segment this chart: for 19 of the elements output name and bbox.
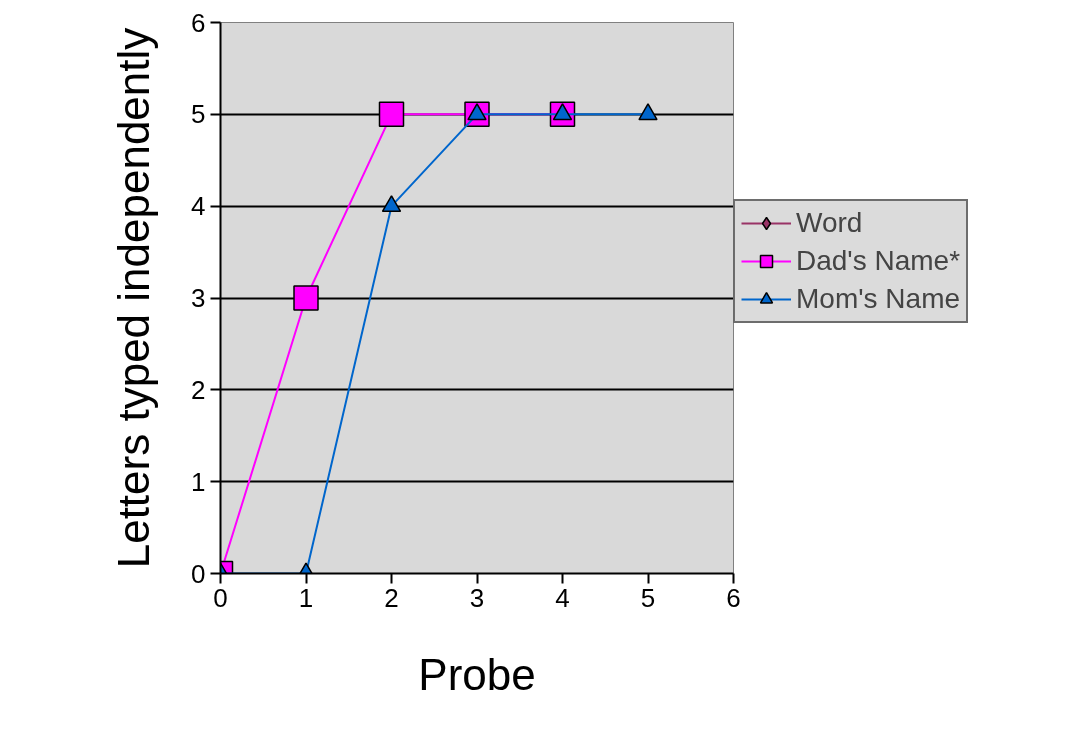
x-tick-label: 2 [384, 582, 399, 613]
y-tick-label: 5 [191, 99, 206, 130]
legend-label: Word [796, 207, 863, 239]
y-tick-label: 2 [191, 374, 206, 405]
x-tick-label: 3 [469, 582, 485, 613]
x-tick-label: 5 [640, 582, 656, 613]
y-tick-label: 3 [191, 283, 206, 313]
y-tick-label: 0 [191, 558, 206, 589]
x-tick-label: 6 [726, 582, 741, 613]
y-tick-label: 4 [191, 191, 206, 222]
y-tick-label: 6 [191, 7, 206, 38]
x-tick-label: 0 [213, 582, 228, 613]
legend-label: Mom's Name [796, 283, 961, 315]
x-tick-label: 1 [298, 582, 314, 613]
x-tick-label: 4 [555, 582, 570, 613]
y-axis-title: Letters typed independently [109, 27, 159, 569]
legend-label: Dad's Name* [796, 245, 961, 277]
x-axis-title: Probe [418, 649, 536, 699]
y-tick-label: 1 [191, 466, 206, 497]
